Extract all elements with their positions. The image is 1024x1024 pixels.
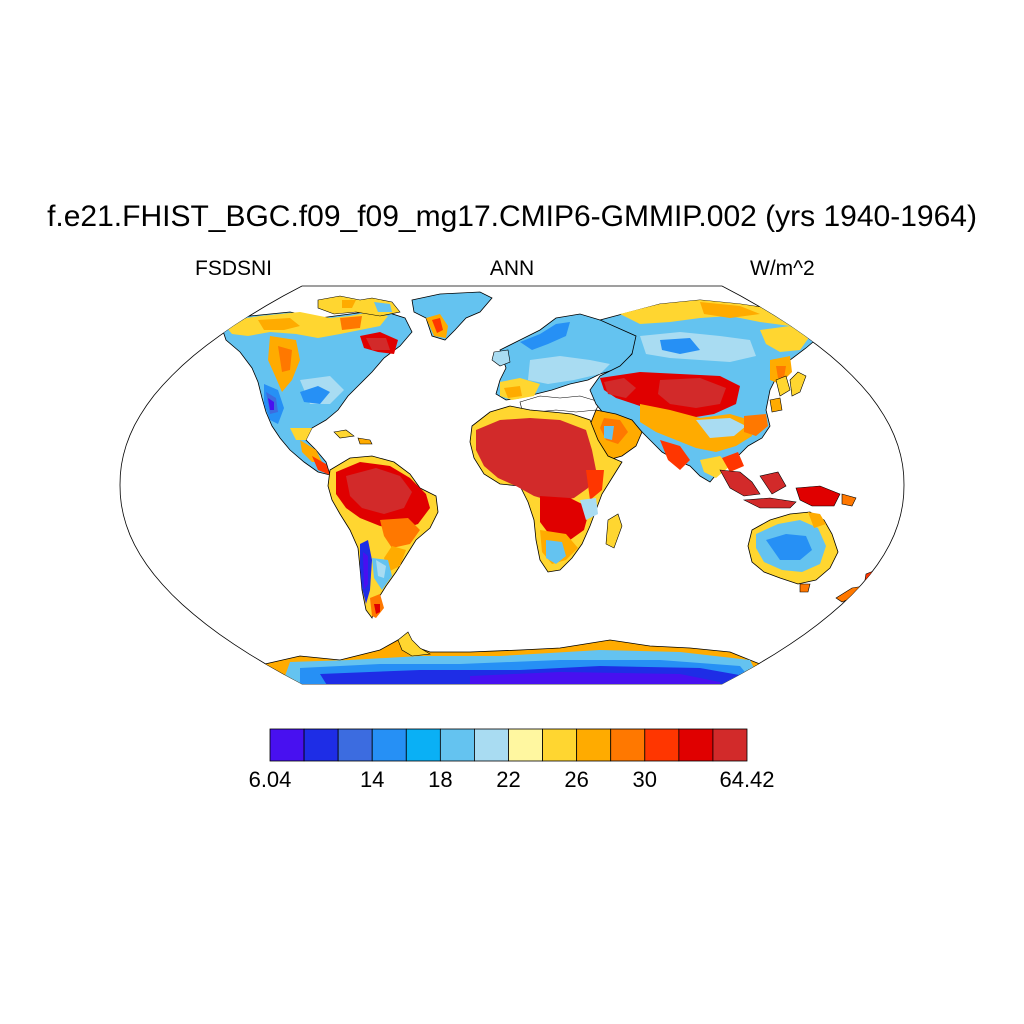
colorbar-swatch — [474, 728, 509, 762]
colorbar-swatch — [576, 728, 612, 762]
arctic-islands — [317, 295, 401, 317]
maritime-continent-region — [719, 469, 857, 509]
season-label: ANN — [489, 257, 535, 280]
colorbar-swatch — [508, 728, 543, 762]
greenland-region — [411, 291, 493, 341]
colorbar-tick-label: 64.42 — [719, 767, 775, 792]
colorbar-swatch — [678, 728, 714, 762]
colorbar-swatch — [303, 728, 339, 762]
variable-label: FSDSNI — [195, 257, 273, 280]
colorbar-tick-label: 30 — [632, 767, 658, 792]
colorbar-tick-label: 14 — [359, 767, 385, 792]
colorbar-swatch — [439, 728, 475, 762]
japan-region — [789, 371, 807, 397]
colorbar-tick-label: 6.04 — [248, 767, 292, 792]
colorbar-swatch — [337, 728, 373, 762]
asia-region — [589, 299, 821, 483]
antarctica-region — [259, 631, 771, 684]
colorbar-tick-label: 22 — [496, 767, 521, 792]
africa-region — [469, 405, 623, 573]
colorbar-swatch — [542, 728, 578, 762]
mediterranean-sea — [519, 395, 601, 413]
colorbar — [269, 728, 748, 762]
colorbar-swatch — [644, 728, 680, 762]
colorbar-swatch — [405, 728, 441, 762]
colorbar-swatch — [269, 728, 305, 762]
caribbean-region — [333, 429, 373, 445]
colorbar-tick-label: 26 — [564, 767, 589, 792]
north-america-region — [219, 309, 413, 476]
europe-region — [491, 313, 641, 401]
colorbar-swatch — [371, 728, 407, 762]
south-america-region — [327, 455, 439, 619]
australia-region — [747, 511, 839, 593]
colorbar-tick-label: 18 — [428, 767, 453, 792]
colorbar-swatch — [712, 728, 748, 762]
colorbar-swatch — [610, 728, 646, 762]
plot-title: f.e21.FHIST_BGC.f09_f09_mg17.CMIP6-GMMIP… — [47, 200, 977, 233]
units-label: W/m^2 — [750, 257, 815, 280]
